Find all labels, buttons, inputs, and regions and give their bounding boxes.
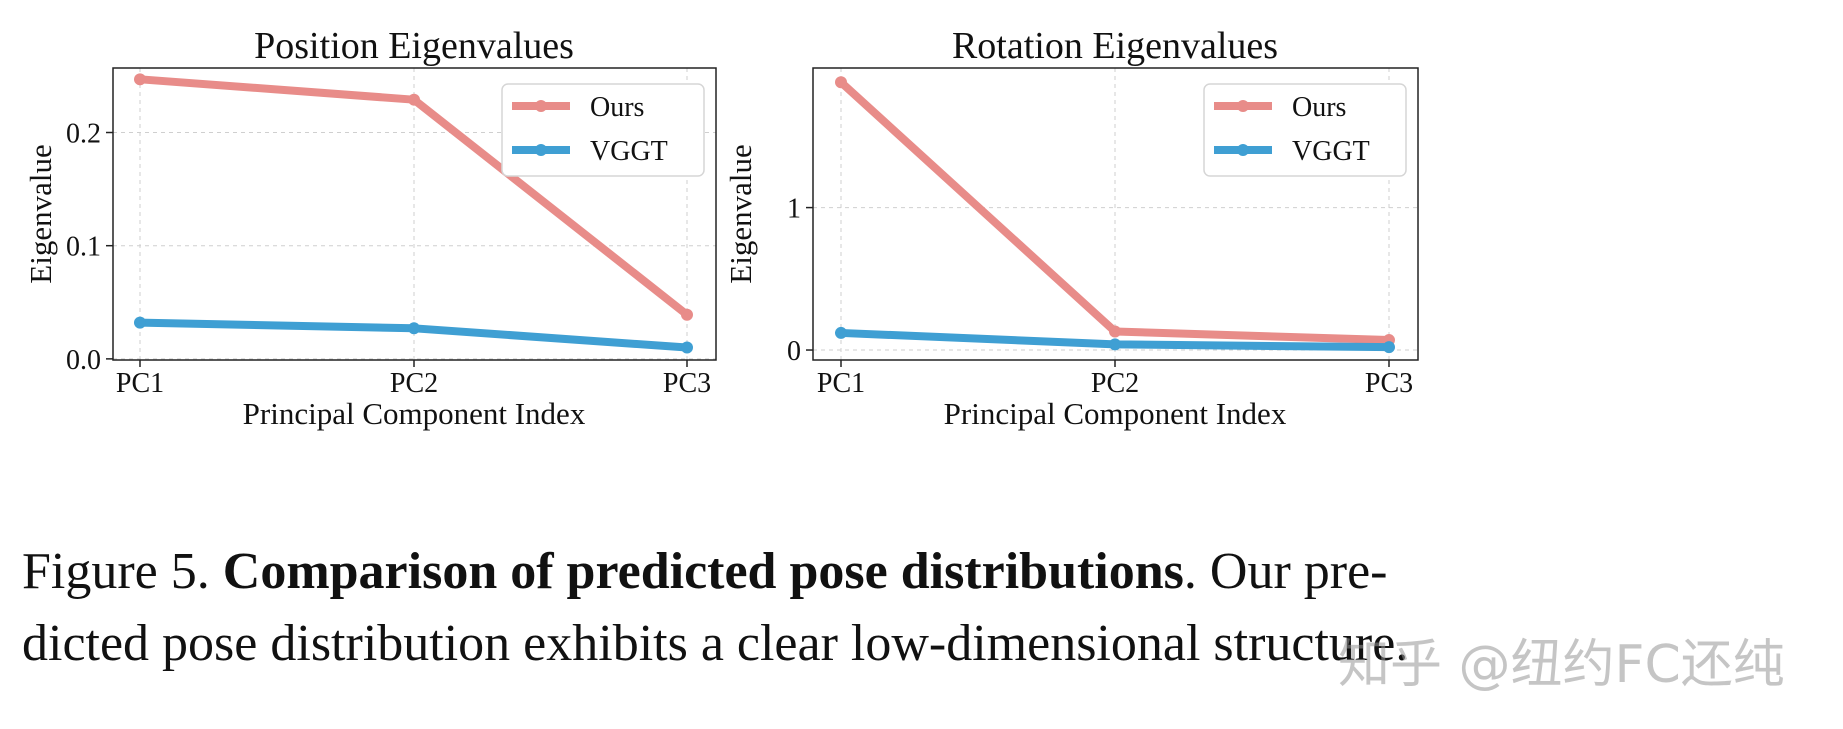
legend-label: Ours	[590, 92, 644, 123]
data-point-ours	[408, 93, 420, 106]
legend-label: VGGT	[1292, 136, 1370, 167]
chart-title: Rotation Eigenvalues	[952, 25, 1278, 67]
x-tick-label: PC1	[817, 368, 865, 399]
chart-panel-2: PC1 PC2 PC3 0 1 Rotation Eigenvalues Principal…	[723, 25, 1419, 431]
figure-caption: Figure 5. Comparison of predicted pose d…	[22, 536, 1722, 680]
data-point-vggt	[1109, 338, 1121, 351]
caption-text-line1: . Our pre-	[1183, 543, 1388, 600]
caption-text-line2: dicted pose distribution exhibits a clea…	[22, 615, 1409, 672]
data-point-ours	[835, 76, 847, 89]
data-point-ours	[681, 308, 693, 321]
x-tick-label: PC2	[390, 368, 438, 399]
x-tick-label: PC2	[1091, 368, 1139, 399]
data-point-vggt	[681, 341, 693, 354]
y-tick-label: 0.1	[66, 232, 101, 263]
data-point-ours	[1109, 325, 1121, 338]
caption-bold-title: Comparison of predicted pose distributio…	[222, 543, 1184, 600]
watermark: 知乎 @纽约FC还纯	[1338, 635, 1785, 695]
chart-panel-1: PC1 PC2 PC3 0.0 0.1 0.2 Position Eigenvalues Pr…	[23, 25, 717, 431]
y-tick-label: 0	[787, 336, 801, 367]
data-point-vggt	[408, 322, 420, 335]
x-tick-label: PC3	[663, 368, 711, 399]
y-tick-label: 1	[787, 194, 801, 225]
caption-label: Figure 5.	[22, 543, 210, 600]
figure: PC1 PC2 PC3 0.0 0.1 0.2 Position Eigenvalues Pr…	[23, 25, 1419, 431]
legend-label: Ours	[1292, 92, 1346, 123]
legend-marker	[1237, 100, 1249, 112]
x-axis-label: Principal Component Index	[944, 396, 1287, 431]
data-point-ours	[134, 73, 146, 86]
legend-marker	[535, 100, 547, 112]
y-tick-label: 0.2	[66, 119, 101, 150]
chart-title: Position Eigenvalues	[254, 25, 574, 67]
data-point-vggt	[1383, 341, 1395, 354]
data-point-vggt	[134, 316, 146, 329]
x-axis-label: Principal Component Index	[243, 396, 586, 431]
y-axis-label: Eigenvalue	[723, 144, 758, 283]
y-axis-label: Eigenvalue	[23, 144, 58, 283]
y-tick-label: 0.0	[66, 345, 101, 376]
data-point-vggt	[835, 326, 847, 339]
legend-marker	[535, 144, 547, 156]
x-tick-label: PC1	[116, 368, 164, 399]
legend-marker	[1237, 144, 1249, 156]
x-tick-label: PC3	[1365, 368, 1413, 399]
legend-label: VGGT	[590, 136, 668, 167]
